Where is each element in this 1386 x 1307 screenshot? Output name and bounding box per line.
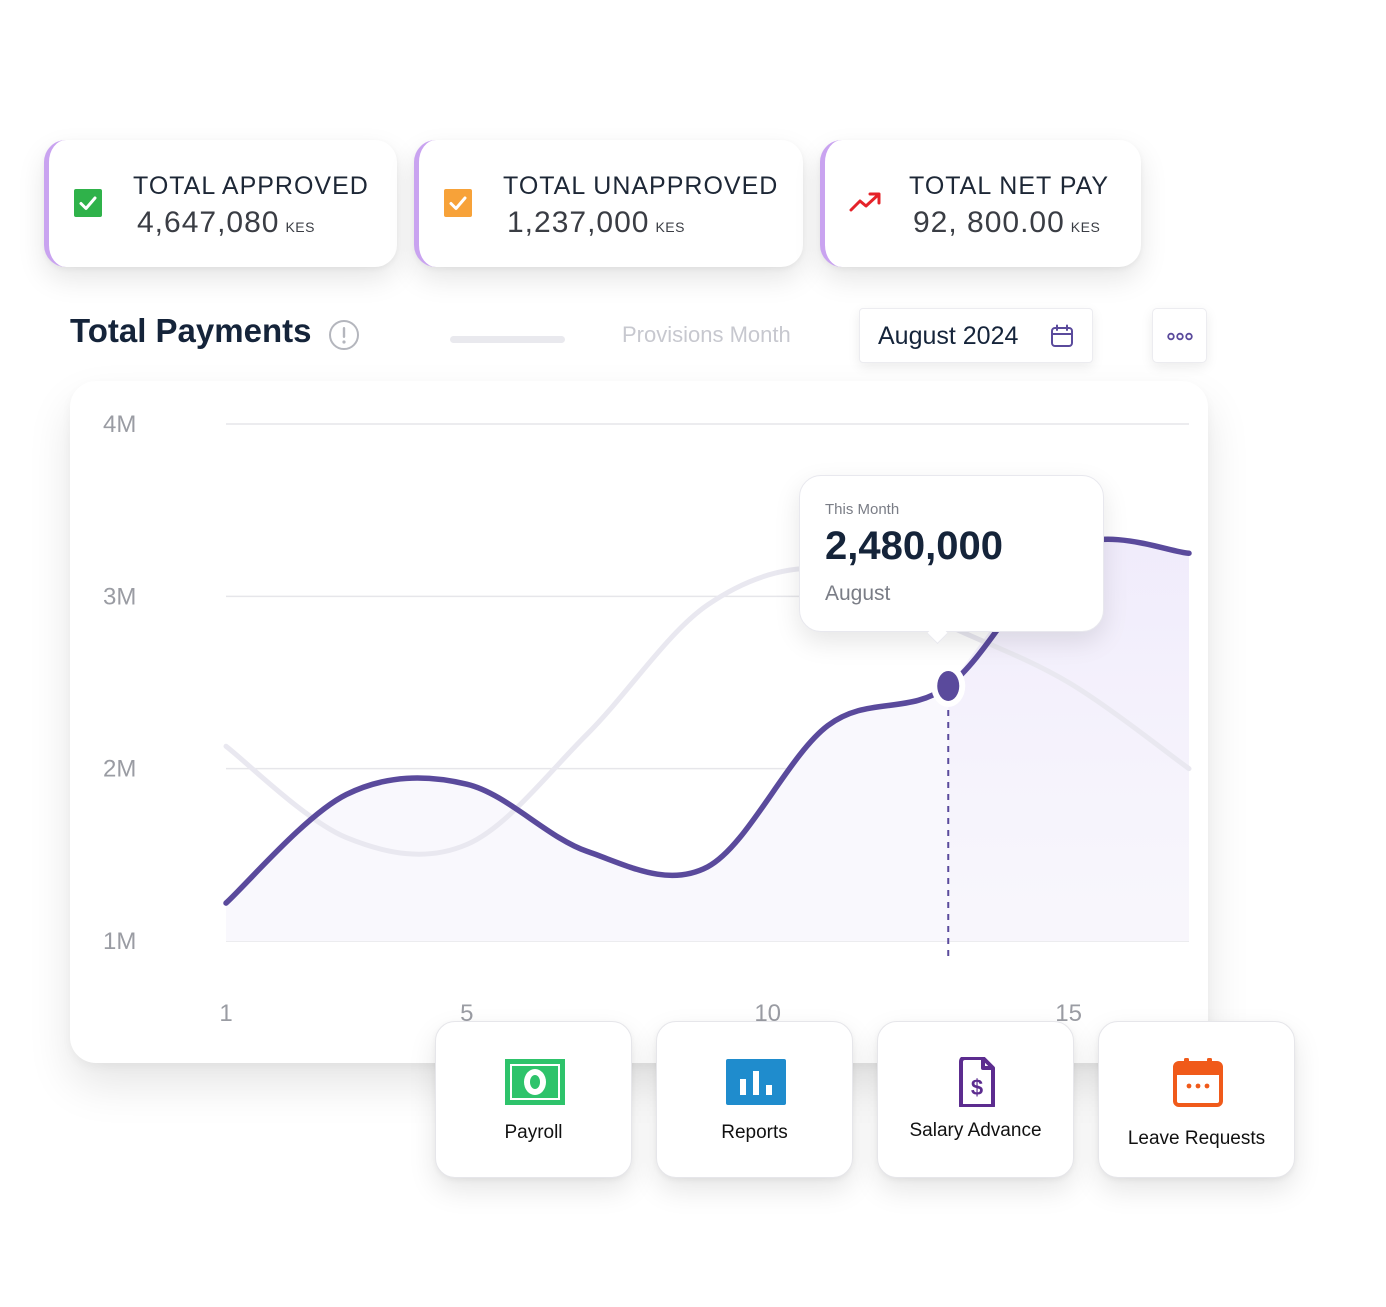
stat-card-unapproved[interactable]: TOTAL UNAPPROVED 1,237,000 KES [414,140,803,267]
y-tick-label: 3M [103,583,136,610]
tile-label: Reports [721,1122,788,1143]
info-icon[interactable] [328,319,360,351]
month-picker-value: August 2024 [878,322,1019,350]
stat-unit: KES [1070,219,1101,235]
stat-value-row: 4,647,080 KES [137,206,315,240]
tile-label: Salary Advance [909,1120,1042,1141]
x-tick-label: 1 [219,1000,232,1027]
checkbox-checked-green-icon [74,189,102,217]
more-horizontal-icon [1167,332,1193,341]
x-tick-label: 5 [460,1000,473,1027]
stat-value-row: 1,237,000 KES [507,206,685,240]
view-toggle[interactable] [450,336,565,343]
page-title: Total Payments [70,312,312,349]
stat-value: 92, 800.00 [913,206,1065,239]
stat-value: 1,237,000 [507,206,650,239]
stat-label: TOTAL APPROVED [133,172,369,200]
tile-label: Payroll [504,1122,563,1143]
tile-label: Leave Requests [1127,1128,1266,1149]
provisions-month-tab[interactable]: Provisions Month [622,322,791,347]
stat-value-row: 92, 800.00 KES [913,206,1100,240]
tooltip-value: 2,480,000 [825,524,1003,568]
tooltip-month: August [825,582,891,605]
stat-label: TOTAL NET PAY [909,172,1110,200]
highlight-marker [937,670,960,701]
bar-chart-icon [726,1059,786,1105]
stat-card-approved[interactable]: TOTAL APPROVED 4,647,080 KES [44,140,397,267]
stat-label: TOTAL UNAPPROVED [503,172,779,200]
stat-value: 4,647,080 [137,206,280,239]
series-line-comparison [223,565,1192,857]
tile-payroll[interactable]: Payroll [435,1021,632,1178]
y-tick-label: 1M [103,928,136,955]
cash-icon [505,1059,565,1105]
more-options-button[interactable] [1152,308,1207,363]
area-fill-highlight [948,539,1189,941]
invoice-dollar-icon: $ [959,1057,995,1107]
tooltip-caption: This Month [825,501,900,518]
tile-salary-advance[interactable]: $ Salary Advance [877,1021,1074,1178]
stat-unit: KES [285,219,315,235]
trending-up-red-icon [849,192,881,212]
calendar-icon [1051,324,1073,347]
y-tick-label: 4M [103,411,136,438]
svg-text:$: $ [971,1075,983,1100]
month-picker[interactable]: August 2024 [859,308,1093,363]
stat-unit: KES [655,219,685,235]
checkbox-checked-orange-icon [444,189,472,217]
y-tick-label: 2M [103,756,136,783]
stat-card-net-pay[interactable]: TOTAL NET PAY 92, 800.00 KES [820,140,1141,267]
tile-reports[interactable]: Reports [656,1021,853,1178]
calendar-icon [1173,1058,1223,1107]
tile-leave-requests[interactable]: Leave Requests [1098,1021,1295,1178]
chart-tooltip: This Month 2,480,000 August [799,475,1104,645]
